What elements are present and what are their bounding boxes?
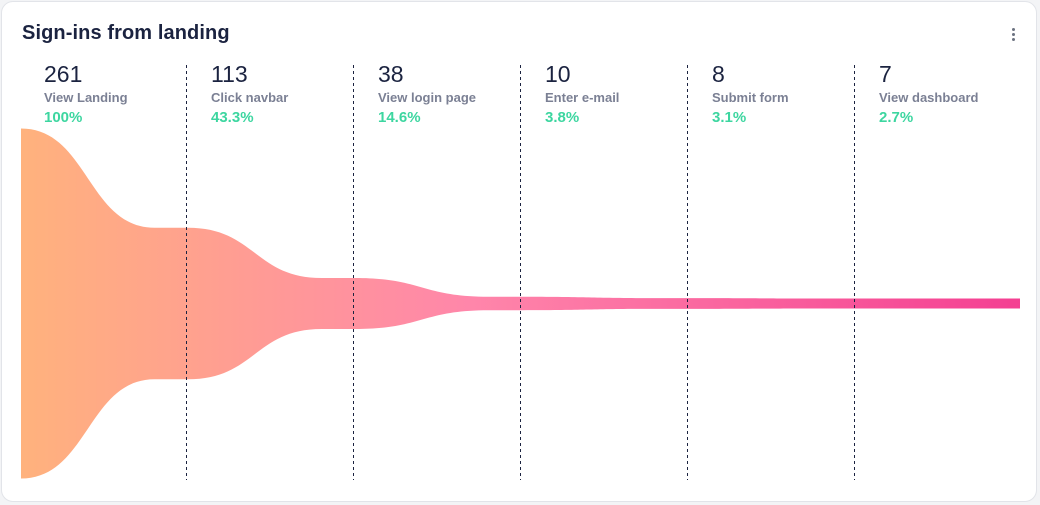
- funnel-stage: 38 View login page 14.6%: [378, 60, 538, 128]
- funnel-stage: 10 Enter e-mail 3.8%: [545, 60, 705, 128]
- stage-count: 8: [712, 61, 725, 87]
- funnel-shape: [21, 128, 1020, 479]
- stage-percent: 14.6%: [378, 109, 421, 126]
- stage-label: Click navbar: [211, 90, 289, 105]
- stage-count: 10: [545, 61, 571, 87]
- stage-percent: 2.7%: [879, 109, 914, 126]
- stage-count: 38: [378, 61, 404, 87]
- stage-percent: 100%: [44, 109, 83, 126]
- funnel-stage: 7 View dashboard 2.7%: [879, 60, 1039, 128]
- funnel-stage: 8 Submit form 3.1%: [712, 60, 872, 128]
- stage-count: 7: [879, 61, 892, 87]
- stage-label: View login page: [378, 90, 477, 105]
- more-vertical-icon[interactable]: [1002, 22, 1024, 46]
- card-title: Sign-ins from landing: [22, 22, 230, 44]
- stage-label: Submit form: [712, 90, 789, 105]
- stage-percent: 3.8%: [545, 109, 580, 126]
- stage-percent: 43.3%: [211, 109, 254, 126]
- stage-percent: 3.1%: [712, 109, 747, 126]
- stage-count: 261: [44, 61, 83, 87]
- stage-count: 113: [211, 61, 248, 87]
- stage-label: View Landing: [44, 90, 128, 105]
- stage-label: Enter e-mail: [545, 90, 620, 105]
- funnel-stage: 113 Click navbar 43.3%: [211, 60, 371, 128]
- funnel-stage: 261 View Landing 100%: [44, 60, 204, 128]
- stage-label: View dashboard: [879, 90, 979, 105]
